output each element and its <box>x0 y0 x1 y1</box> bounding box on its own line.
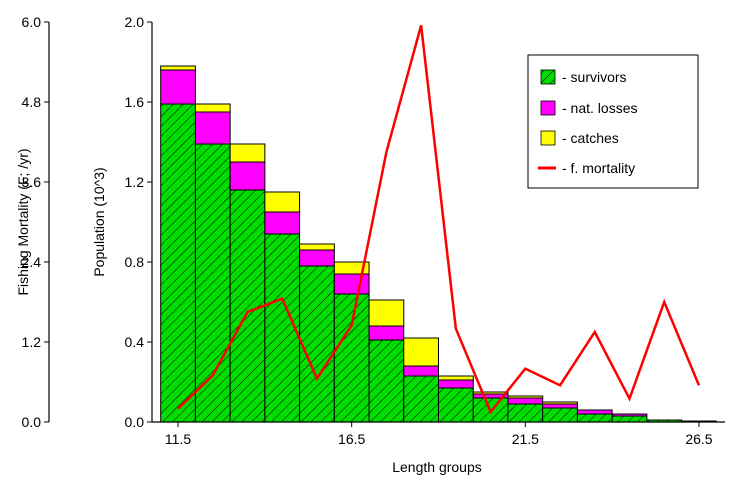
bar-catches-7 <box>403 337 439 367</box>
bar-nat_losses-7 <box>403 365 439 377</box>
x-tick-label-2: 21.5 <box>512 431 539 447</box>
mortality-tick-label-2: 2.4 <box>22 254 42 270</box>
mortality-axis-title: Fishing Mortality (F; /yr) <box>15 148 31 295</box>
bar-catches-2 <box>229 143 266 163</box>
bar-catches-0 <box>160 65 196 71</box>
legend-swatch-survivors <box>540 69 556 85</box>
population-tick-label-1: 0.4 <box>125 334 145 350</box>
bar-survivors-5 <box>333 293 370 423</box>
bar-nat_losses-10 <box>507 397 544 405</box>
bar-nat_losses-1 <box>194 111 231 145</box>
legend-swatch-nat-losses <box>540 100 556 116</box>
bar-catches-5 <box>333 261 370 275</box>
population-tick-label-3: 1.2 <box>125 174 145 190</box>
population-tick-label-2: 0.8 <box>125 254 145 270</box>
bar-catches-9 <box>472 391 509 395</box>
population-tick-label-5: 2.0 <box>125 14 145 30</box>
mortality-tick-label-5: 6.0 <box>22 14 42 30</box>
x-tick-label-3: 26.5 <box>685 431 712 447</box>
bar-nat_losses-6 <box>368 325 405 341</box>
bar-nat_losses-8 <box>438 379 474 389</box>
x-tick-label-0: 11.5 <box>165 431 191 447</box>
bar-survivors-12 <box>576 413 613 423</box>
bar-catches-8 <box>438 375 474 381</box>
bars-layer <box>160 65 717 423</box>
bar-survivors-1 <box>194 143 231 423</box>
population-axis-title: Population (10^3) <box>91 167 107 276</box>
bar-survivors-0 <box>160 103 196 423</box>
legend-label-survivors: - survivors <box>562 69 627 85</box>
bar-survivors-13 <box>611 415 648 423</box>
bar-catches-1 <box>194 103 231 113</box>
bar-survivors-8 <box>438 387 474 423</box>
bar-survivors-10 <box>507 403 544 423</box>
x-axis-title: Length groups <box>392 459 482 475</box>
mortality-line <box>177 24 701 415</box>
mortality-tick-label-3: 3.6 <box>22 174 42 190</box>
legend-label-mortality: - f. mortality <box>562 160 635 176</box>
bar-nat_losses-2 <box>229 161 266 191</box>
legend: - survivors - nat. losses - catches - f.… <box>527 54 699 189</box>
mortality-line-layer <box>177 24 701 415</box>
population-tick-label-4: 1.6 <box>125 94 145 110</box>
axes <box>48 22 725 423</box>
bar-survivors-4 <box>299 265 335 423</box>
bar-nat_losses-4 <box>299 249 335 267</box>
x-tick-label-1: 16.5 <box>338 431 365 447</box>
bar-catches-10 <box>507 395 544 399</box>
mortality-tick-label-1: 1.2 <box>22 334 42 350</box>
legend-box <box>527 54 699 189</box>
ticks: 0.0 0.4 0.8 1.2 1.6 2.0 0.0 1.2 2.4 3.6 4.8 6.0 11.5… <box>22 14 713 447</box>
bar-survivors-11 <box>542 407 578 423</box>
bar-nat_losses-3 <box>264 211 301 235</box>
legend-label-nat-losses: - nat. losses <box>562 100 637 116</box>
bar-nat_losses-0 <box>160 69 196 105</box>
legend-swatch-catches <box>540 130 556 146</box>
bar-nat_losses-11 <box>542 403 578 409</box>
bar-catches-4 <box>299 243 335 251</box>
mortality-tick-label-4: 4.8 <box>22 94 42 110</box>
bar-survivors-6 <box>368 339 405 423</box>
bar-nat_losses-13 <box>611 413 648 417</box>
bar-catches-3 <box>264 191 301 213</box>
legend-label-catches: - catches <box>562 130 619 146</box>
bar-survivors-7 <box>403 375 439 423</box>
bar-nat_losses-5 <box>333 273 370 295</box>
bar-catches-6 <box>368 299 405 327</box>
bar-nat_losses-12 <box>576 409 613 415</box>
bar-catches-11 <box>542 401 578 405</box>
population-tick-label-0: 0.0 <box>125 414 145 430</box>
mortality-tick-label-0: 0.0 <box>22 414 42 430</box>
